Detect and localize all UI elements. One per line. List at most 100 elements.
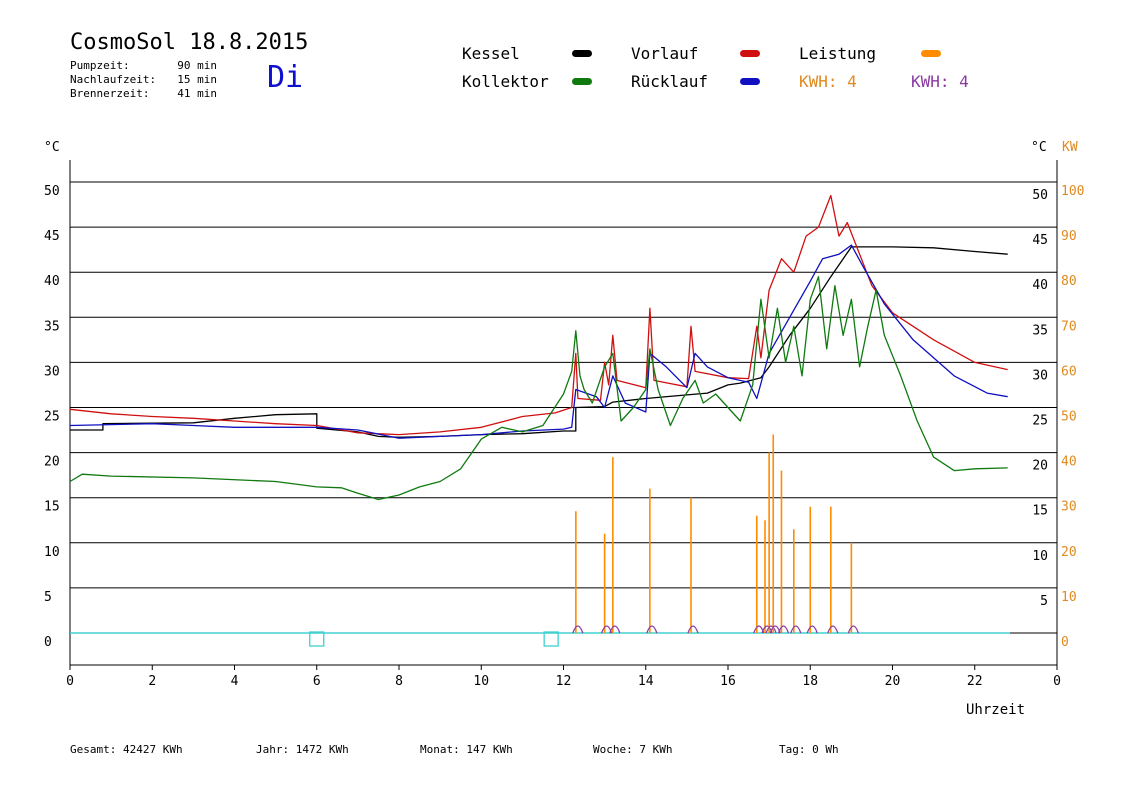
info-value: 90 min <box>177 59 217 72</box>
footer-woche: Woche: 7 KWh <box>593 743 673 756</box>
y-power-unit: KW <box>1062 140 1078 155</box>
footer-value: 7 KWh <box>639 743 673 756</box>
y-power-tick-label: 60 <box>1061 364 1077 379</box>
info-value: 15 min <box>177 73 217 86</box>
legend-leistung-swatch <box>921 50 941 57</box>
y-right-tick-label: 30 <box>1032 368 1048 383</box>
y-right-tick-label: 50 <box>1032 188 1048 203</box>
legend-kessel-label: Kessel <box>462 44 520 63</box>
y-left-tick-label: 10 <box>44 545 60 560</box>
weekday-label: Di <box>267 60 304 95</box>
y-left-tick-label: 30 <box>44 364 60 379</box>
x-tick-label: 20 <box>885 674 901 689</box>
y-left-tick-label: 40 <box>44 274 60 289</box>
y-right-tick-label: 40 <box>1032 278 1048 293</box>
info-nachlaufzeit: Nachlaufzeit: 15 min <box>70 73 217 86</box>
series-line-kessel <box>70 246 1008 438</box>
footer-label: Monat: <box>420 743 460 756</box>
power-bump <box>847 625 859 634</box>
series-line-rücklauf <box>69 244 1008 439</box>
y-left-tick-label: 45 <box>44 229 60 244</box>
y-right-tick-label: 20 <box>1032 459 1048 474</box>
footer-monat: Monat: 147 KWh <box>420 743 513 756</box>
y-left-tick-label: 50 <box>44 184 60 199</box>
info-value: 41 min <box>177 87 217 100</box>
x-tick-label: 0 <box>1053 674 1061 689</box>
footer-value: 147 KWh <box>466 743 513 756</box>
x-tick-label: 16 <box>720 674 736 689</box>
y-power-tick-label: 80 <box>1061 274 1077 289</box>
legend-vorlauf-swatch <box>740 50 760 57</box>
power-bump <box>777 625 790 634</box>
x-tick-label: 18 <box>802 674 818 689</box>
footer-value: 0 Wh <box>812 743 839 756</box>
legend-leistung-label: Leistung <box>799 44 877 63</box>
power-bump <box>790 625 802 634</box>
legend-kwh-orange: KWH: 4 <box>799 72 857 91</box>
y-right-tick-label: 15 <box>1032 504 1048 519</box>
y-left-tick-label: 20 <box>44 455 60 470</box>
x-tick-label: 4 <box>231 674 239 689</box>
y-left-tick-label: 0 <box>44 635 52 650</box>
chart-title: CosmoSol 18.8.2015 <box>70 30 309 55</box>
power-bump <box>806 625 818 634</box>
series-line-kollektor <box>69 276 1008 501</box>
x-tick-label: 14 <box>638 674 654 689</box>
y-power-tick-label: 30 <box>1061 500 1077 515</box>
y-left-unit: °C <box>44 140 60 155</box>
y-left-tick-label: 25 <box>44 410 60 425</box>
power-bump <box>827 625 839 634</box>
x-tick-label: 8 <box>395 674 403 689</box>
footer-label: Jahr: <box>256 743 290 756</box>
x-axis-label: Uhrzeit <box>966 702 1025 718</box>
info-label: Nachlaufzeit: <box>70 73 157 86</box>
y-right-tick-label: 45 <box>1032 233 1048 248</box>
footer-value: 1472 KWh <box>295 743 349 756</box>
footer-jahr: Jahr: 1472 KWh <box>256 743 349 756</box>
power-bump <box>765 625 777 634</box>
footer-tag: Tag: 0 Wh <box>779 743 839 756</box>
info-brennerzeit: Brennerzeit: 41 min <box>70 87 217 100</box>
x-tick-label: 6 <box>313 674 321 689</box>
power-bump <box>572 625 584 634</box>
footer-value: 42427 KWh <box>122 743 183 756</box>
info-pumpzeit: Pumpzeit: 90 min <box>70 59 217 72</box>
footer-label: Woche: <box>593 743 633 756</box>
y-left-tick-label: 15 <box>44 500 60 515</box>
y-right-tick-label: 5 <box>1040 594 1048 609</box>
info-label: Pumpzeit: <box>70 59 130 72</box>
power-bump <box>687 625 699 634</box>
x-tick-label: 10 <box>473 674 489 689</box>
y-left-tick-label: 35 <box>44 319 60 334</box>
legend-kollektor-swatch <box>572 78 592 85</box>
y-power-tick-label: 0 <box>1061 635 1069 650</box>
power-bump <box>609 625 621 634</box>
legend-kessel-swatch <box>572 50 592 57</box>
y-power-tick-label: 90 <box>1061 229 1077 244</box>
legend-vorlauf-label: Vorlauf <box>631 44 699 63</box>
legend-ruecklauf-label: Rücklauf <box>631 72 709 91</box>
y-power-tick-label: 70 <box>1061 319 1077 334</box>
y-right-unit: °C <box>1031 140 1047 155</box>
x-tick-label: 0 <box>66 674 74 689</box>
x-tick-label: 22 <box>967 674 983 689</box>
footer-label: Tag: <box>779 743 806 756</box>
y-power-tick-label: 100 <box>1061 184 1084 199</box>
marker-square <box>543 631 559 647</box>
legend-ruecklauf-swatch <box>740 78 760 85</box>
series-line-vorlauf <box>69 194 1008 436</box>
y-left-tick-label: 5 <box>44 590 52 605</box>
y-right-tick-label: 35 <box>1032 323 1048 338</box>
marker-square <box>309 631 325 647</box>
y-power-tick-label: 40 <box>1061 455 1077 470</box>
info-label: Brennerzeit: <box>70 87 150 100</box>
footer-label: Gesamt: <box>70 743 117 756</box>
footer-gesamt: Gesamt: 42427 KWh <box>70 743 183 756</box>
x-tick-label: 12 <box>556 674 572 689</box>
y-power-tick-label: 20 <box>1061 545 1077 560</box>
legend-kollektor-label: Kollektor <box>462 72 549 91</box>
y-right-tick-label: 10 <box>1032 549 1048 564</box>
y-power-tick-label: 50 <box>1061 410 1077 425</box>
y-power-tick-label: 10 <box>1061 590 1077 605</box>
